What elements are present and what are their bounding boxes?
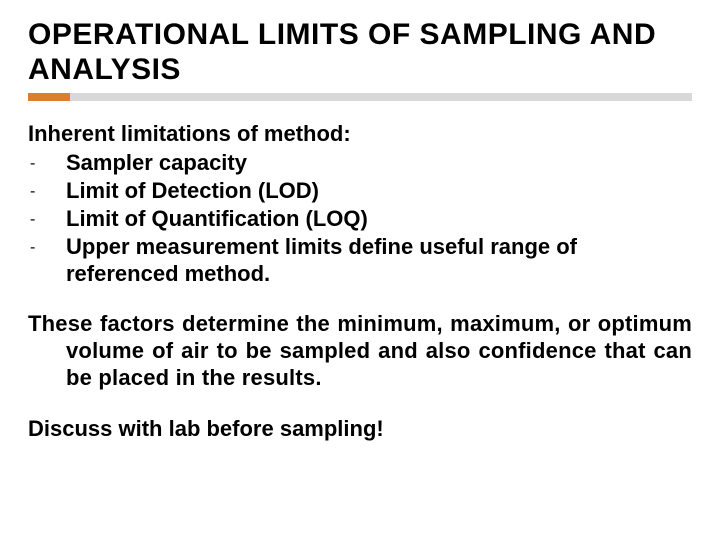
underline-rest [70,93,692,101]
list-item-text: Upper measurement limits define useful r… [66,234,692,288]
list-item: - Limit of Detection (LOD) [28,178,692,206]
list-item: - Sampler capacity [28,150,692,178]
section-heading: Inherent limitations of method: [28,121,692,148]
list-item-text: Limit of Quantification (LOQ) [66,206,692,234]
bullet-dash-icon: - [30,206,66,234]
list-item-text: Sampler capacity [66,150,692,178]
title-underline [28,93,692,101]
bullet-list: - Sampler capacity - Limit of Detection … [28,150,692,288]
list-item: - Limit of Quantification (LOQ) [28,206,692,234]
slide-content: Inherent limitations of method: - Sample… [28,121,692,443]
bullet-dash-icon: - [30,150,66,178]
bullet-dash-icon: - [30,234,66,288]
underline-accent [28,93,70,101]
list-item: - Upper measurement limits define useful… [28,234,692,288]
closing-line: Discuss with lab before sampling! [28,416,692,443]
slide-title: OPERATIONAL LIMITS OF SAMPLING AND ANALY… [28,18,692,87]
list-item-text: Limit of Detection (LOD) [66,178,692,206]
bullet-dash-icon: - [30,178,66,206]
paragraph: These factors determine the minimum, max… [28,311,692,391]
